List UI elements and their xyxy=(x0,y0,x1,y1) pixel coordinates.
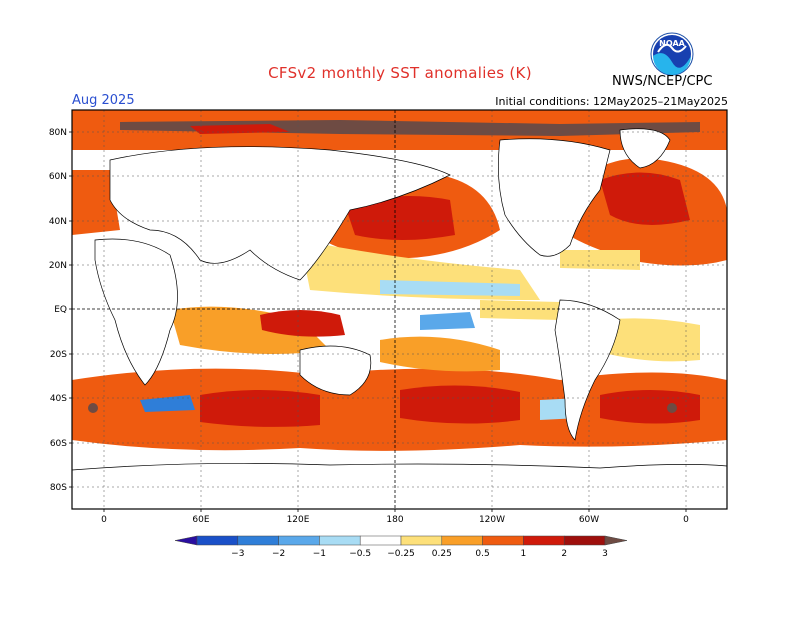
target-month: Aug 2025 xyxy=(72,93,135,108)
colorbar-swatch xyxy=(196,535,239,546)
colorbar: −3 −2 −1 −0.5 −0.25 0.25 0.5 1 2 3 xyxy=(174,535,628,559)
colorbar-swatch xyxy=(359,535,402,546)
logo-lettering: NOAA xyxy=(659,39,685,48)
colorbar-arrow-low xyxy=(174,535,198,546)
lat-label: 60S xyxy=(50,439,67,449)
colorbar-tick-label: −0.25 xyxy=(387,549,415,559)
colorbar-swatch xyxy=(278,535,320,546)
lon-label: 120W xyxy=(479,515,505,525)
colorbar-tick-label: −3 xyxy=(231,549,244,559)
colorbar-tick-label: −1 xyxy=(313,549,326,559)
lat-label: 20S xyxy=(50,350,67,360)
colorbar-swatch xyxy=(400,535,443,546)
lon-label: 180 xyxy=(386,515,403,525)
continent-africa xyxy=(94,238,178,386)
colorbar-arrow-high xyxy=(604,535,628,546)
lat-label: 40S xyxy=(50,394,67,404)
agency-label: NWS/NCEP/CPC xyxy=(612,74,713,89)
continent-australia xyxy=(299,345,372,396)
lat-ticks xyxy=(69,131,72,488)
colorbar-tick-label: −0.5 xyxy=(349,549,371,559)
continent-greenland xyxy=(619,128,671,169)
lon-ticks xyxy=(103,509,687,512)
colorbar-tick-label: 0.5 xyxy=(475,549,489,559)
colorbar-tick-label: 3 xyxy=(602,549,608,559)
colorbar-swatch xyxy=(563,535,606,546)
continent-north-america xyxy=(497,138,611,257)
lat-label: 20N xyxy=(49,261,67,271)
colorbar-swatch xyxy=(523,535,565,546)
lon-label: 120E xyxy=(287,515,310,525)
colorbar-tick-label: 1 xyxy=(521,549,527,559)
lon-label: 60E xyxy=(192,515,209,525)
continent-eurasia xyxy=(109,146,451,281)
colorbar-tick-label: 2 xyxy=(561,549,567,559)
colorbar-tick-label: −2 xyxy=(272,549,285,559)
lon-axis: 0 60E 120E 180 120W 60W 0 xyxy=(101,515,689,525)
map-frame xyxy=(71,109,728,510)
colorbar-swatch xyxy=(441,535,483,546)
graticule xyxy=(72,110,727,509)
continent-south-america xyxy=(554,299,621,441)
anomaly-field xyxy=(72,110,727,509)
lon-label: 60W xyxy=(579,515,599,525)
lat-label: 60N xyxy=(49,172,67,182)
continent-antarctica xyxy=(72,462,727,509)
lat-label: 80N xyxy=(49,128,67,138)
lon-label: 0 xyxy=(683,515,689,525)
lat-axis: 80N 60N 40N 20N EQ 20S 40S 60S 80S xyxy=(49,128,67,493)
lon-label: 0 xyxy=(101,515,107,525)
noaa-logo: NOAA xyxy=(650,32,694,76)
colorbar-swatch xyxy=(482,535,524,546)
colorbar-swatch xyxy=(319,535,361,546)
map-title: CFSv2 monthly SST anomalies (K) xyxy=(268,64,532,82)
lat-label: 80S xyxy=(50,483,67,493)
colorbar-tick-label: 0.25 xyxy=(432,549,452,559)
initial-conditions: Initial conditions: 12May2025–21May2025 xyxy=(495,95,728,108)
lat-label: EQ xyxy=(54,305,67,315)
colorbar-swatch xyxy=(237,535,279,546)
lat-label: 40N xyxy=(49,217,67,227)
